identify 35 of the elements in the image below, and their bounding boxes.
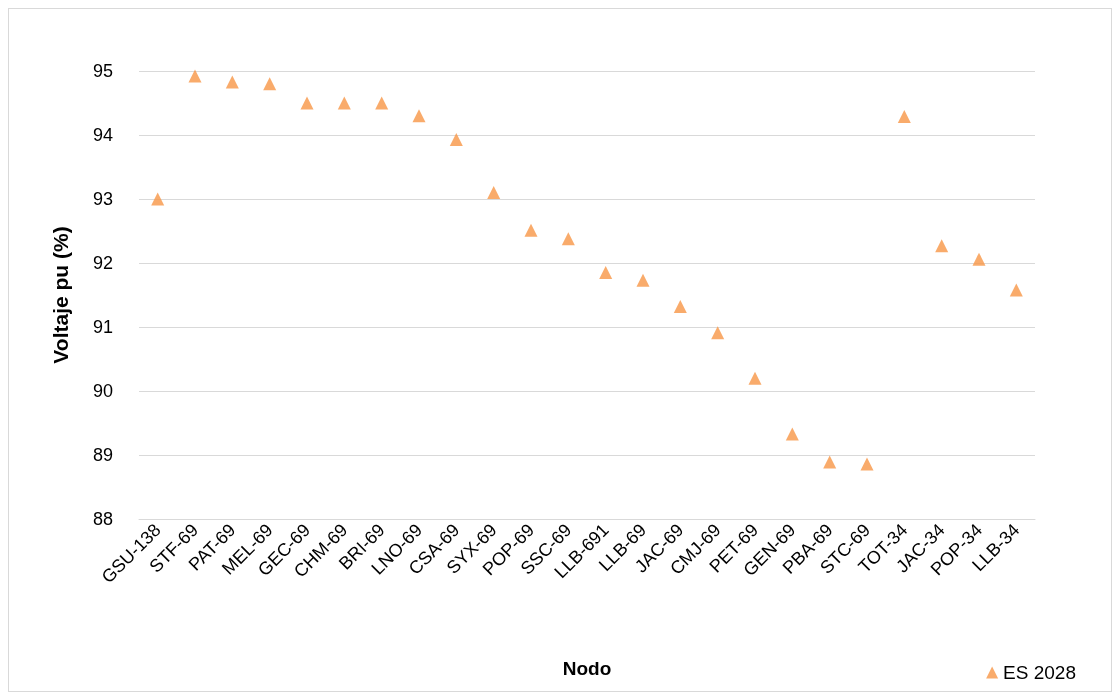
y-tick-label: 88: [92, 509, 113, 529]
y-tick-label: 95: [92, 61, 113, 81]
point: [599, 266, 613, 280]
point: [225, 75, 239, 89]
x-axis-title: Nodo: [562, 658, 612, 679]
point: [860, 457, 874, 471]
y-tick-label: 91: [92, 317, 113, 337]
y-tick-label: 94: [92, 125, 113, 145]
point: [449, 132, 463, 146]
point: [897, 109, 911, 123]
point: [263, 77, 277, 91]
y-tick-label: 89: [92, 445, 113, 465]
y-tick-label: 90: [92, 381, 113, 401]
point: [1009, 283, 1023, 297]
point: [561, 232, 575, 246]
point: [188, 69, 202, 83]
point: [524, 223, 538, 237]
point: [300, 96, 314, 110]
point: [935, 239, 949, 253]
point: [972, 252, 986, 266]
point: [337, 96, 351, 110]
point: [711, 326, 725, 340]
point: [673, 300, 687, 314]
point: [412, 109, 426, 123]
point: [375, 96, 389, 110]
point: [823, 455, 837, 469]
y-axis-title: Voltaje pu (%): [49, 226, 72, 364]
point: [785, 427, 799, 441]
y-tick-label: 93: [92, 189, 113, 209]
point: [151, 192, 165, 206]
legend-label: ES 2028: [1003, 662, 1077, 683]
point: [487, 186, 501, 200]
point: [636, 273, 650, 287]
y-tick-label: 92: [92, 253, 113, 273]
point: [748, 371, 762, 385]
